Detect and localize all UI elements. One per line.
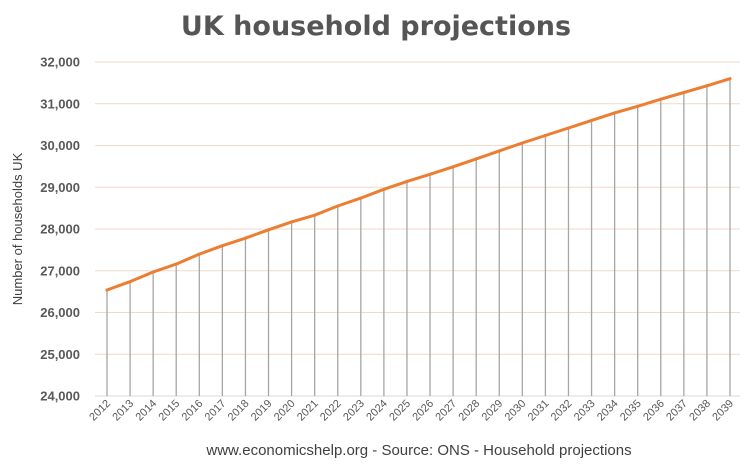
data-point: [728, 77, 732, 81]
data-point: [336, 204, 340, 208]
data-point: [590, 118, 594, 122]
x-tick-label: 2015: [157, 398, 183, 424]
x-axis-ticks: 2012201320142015201620172018201920202021…: [87, 398, 736, 424]
data-point: [105, 288, 109, 292]
y-tick-label: 26,000: [40, 305, 80, 320]
x-tick-label: 2018: [226, 398, 252, 424]
x-tick-label: 2028: [457, 398, 483, 424]
data-point: [659, 97, 663, 101]
source-footer: www.economicshelp.org - Source: ONS - Ho…: [205, 442, 631, 459]
x-tick-label: 2013: [110, 398, 136, 424]
data-point: [705, 84, 709, 88]
data-point: [428, 172, 432, 176]
x-tick-label: 2022: [318, 398, 344, 424]
x-tick-label: 2019: [249, 398, 275, 424]
data-point: [197, 252, 201, 256]
x-tick-label: 2021: [295, 398, 321, 424]
drop-lines: [106, 78, 731, 396]
data-point: [151, 270, 155, 274]
data-point: [382, 187, 386, 191]
x-tick-label: 2027: [433, 398, 459, 424]
series-line-group: [105, 77, 732, 292]
data-point: [290, 220, 294, 224]
data-point: [128, 280, 132, 284]
y-tick-label: 31,000: [40, 96, 80, 111]
x-tick-label: 2014: [133, 398, 159, 424]
data-point: [220, 244, 224, 248]
x-tick-label: 2012: [87, 398, 113, 424]
x-tick-label: 2025: [387, 398, 413, 424]
x-tick-label: 2038: [687, 398, 713, 424]
x-tick-label: 2033: [572, 398, 598, 424]
series-line: [105, 77, 732, 292]
y-tick-label: 32,000: [40, 55, 80, 70]
data-point: [682, 90, 686, 94]
data-point: [543, 133, 547, 137]
data-point: [451, 165, 455, 169]
data-point: [636, 104, 640, 108]
y-tick-label: 29,000: [40, 180, 80, 195]
chart-title: UK household projections: [181, 11, 571, 42]
y-tick-label: 24,000: [40, 389, 80, 404]
data-point: [613, 111, 617, 115]
y-axis-label: Number of households UK: [10, 152, 25, 305]
x-tick-label: 2016: [180, 398, 206, 424]
x-tick-label: 2026: [410, 398, 436, 424]
x-tick-label: 2035: [618, 398, 644, 424]
y-tick-label: 25,000: [40, 347, 80, 362]
data-point: [174, 262, 178, 266]
grid-lines: [95, 61, 740, 397]
data-point: [243, 236, 247, 240]
x-tick-label: 2024: [364, 398, 390, 424]
data-point: [405, 179, 409, 183]
x-tick-label: 2031: [526, 398, 552, 424]
data-point: [520, 141, 524, 145]
x-tick-label: 2037: [664, 398, 690, 424]
x-tick-label: 2034: [595, 398, 621, 424]
y-tick-label: 27,000: [40, 263, 80, 278]
data-point: [313, 213, 317, 217]
x-tick-label: 2036: [641, 398, 667, 424]
data-point: [566, 126, 570, 130]
y-tick-label: 28,000: [40, 222, 80, 237]
data-point: [497, 149, 501, 153]
y-axis-ticks: 24,000 25,000 26,000 27,000 28,000 29,000 30,0…: [40, 55, 80, 404]
y-tick-label: 30,000: [40, 138, 80, 153]
x-tick-label: 2030: [503, 398, 529, 424]
x-tick-label: 2020: [272, 398, 298, 424]
x-tick-label: 2017: [203, 398, 229, 424]
x-tick-label: 2029: [480, 398, 506, 424]
data-point: [359, 196, 363, 200]
x-tick-label: 2039: [710, 398, 736, 424]
x-tick-label: 2023: [341, 398, 367, 424]
data-point: [474, 157, 478, 161]
data-point: [267, 228, 271, 232]
x-tick-label: 2032: [549, 398, 575, 424]
